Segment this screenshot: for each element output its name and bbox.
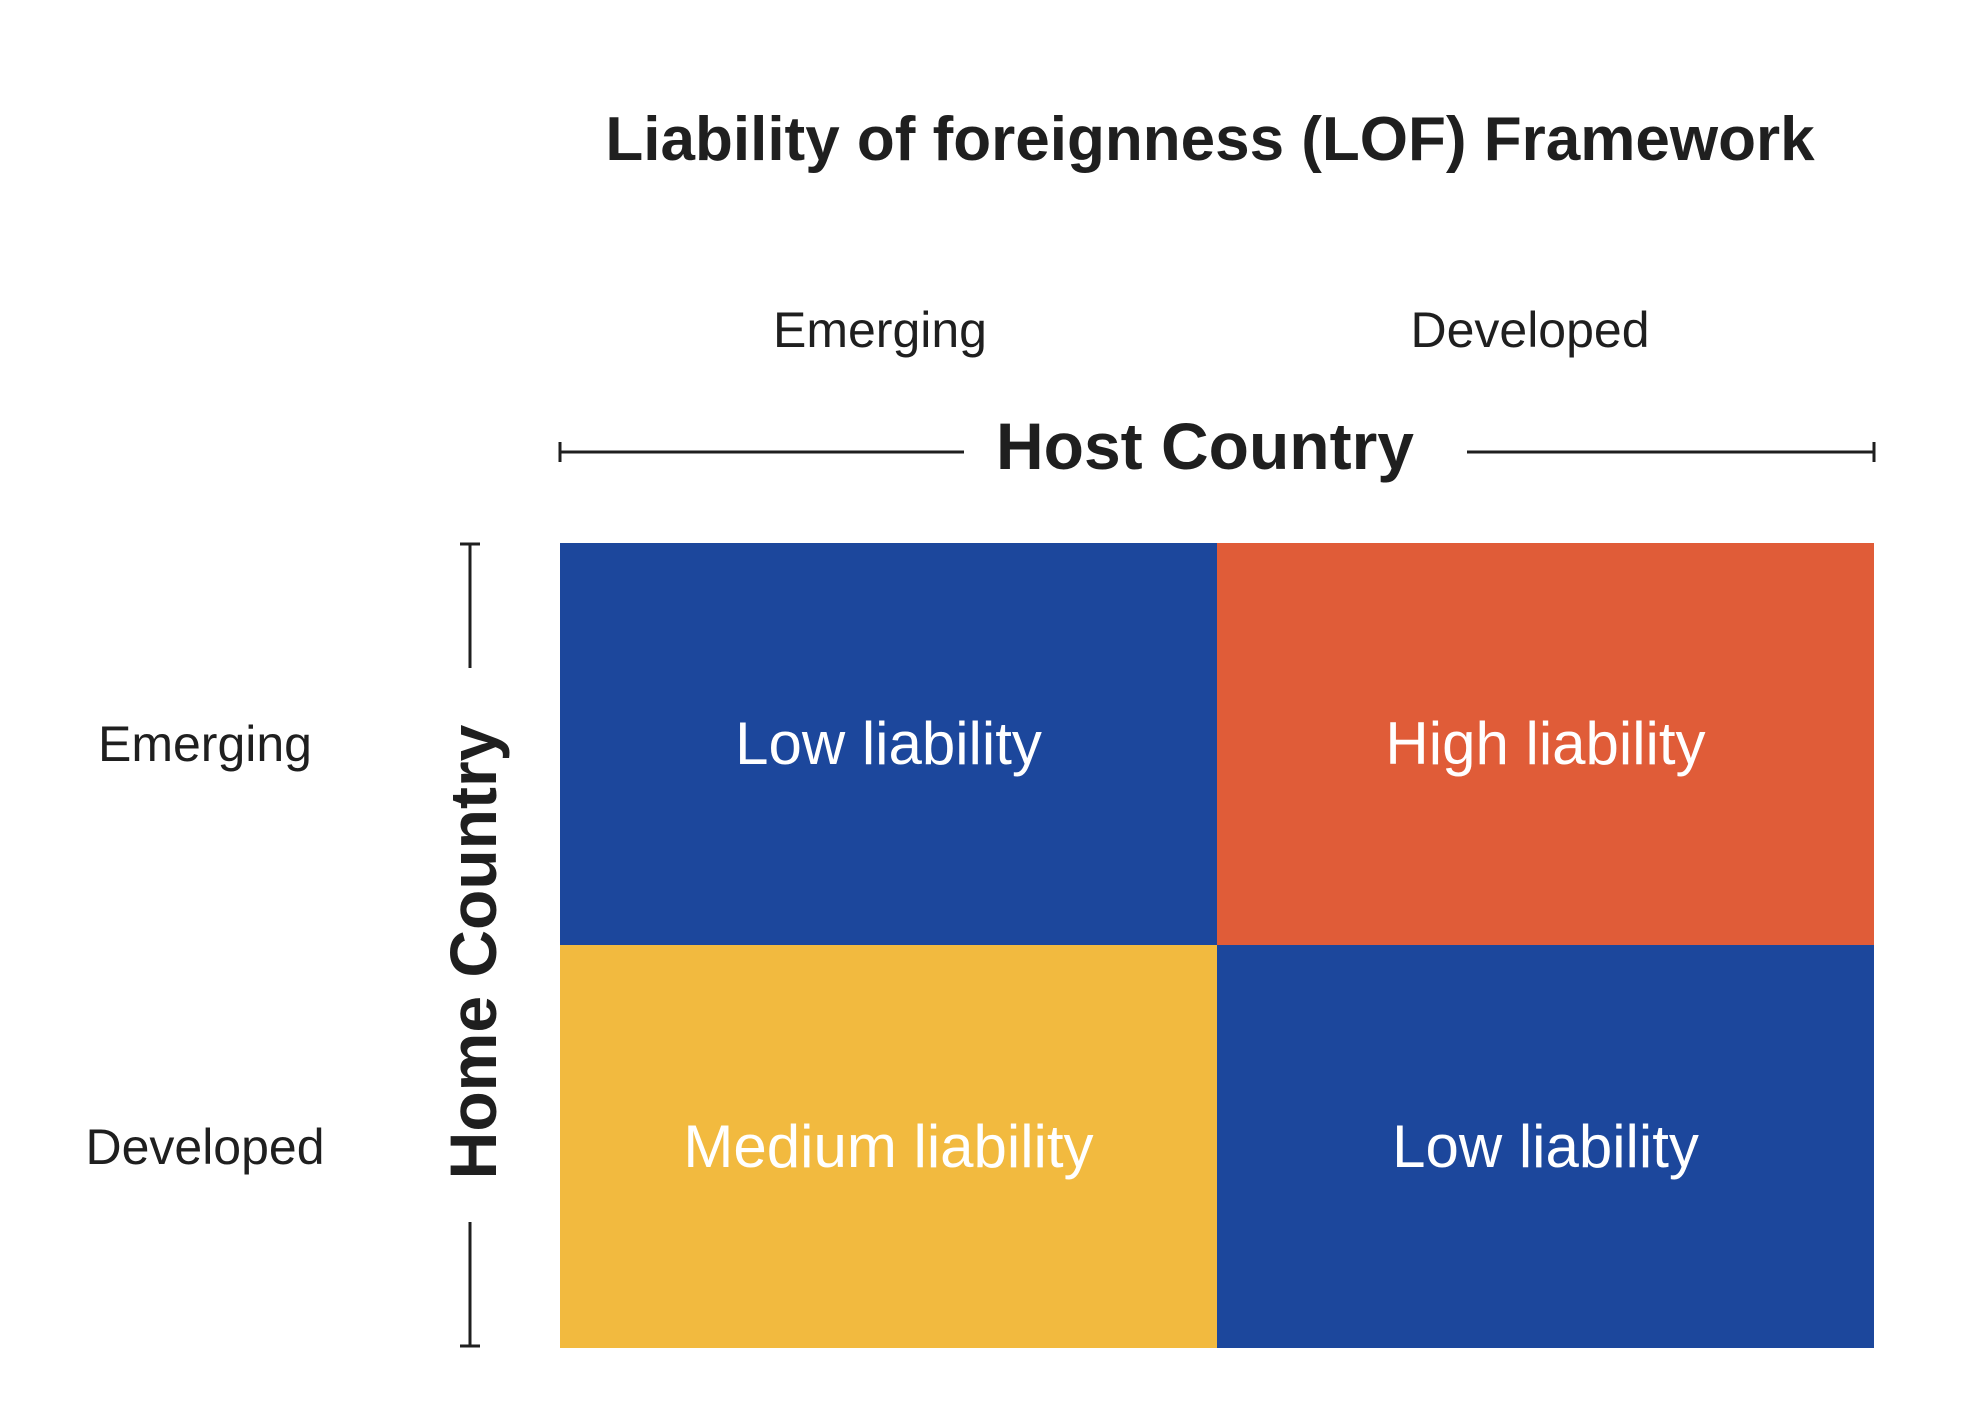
matrix-cell-developed-emerging: Medium liability	[560, 945, 1217, 1348]
matrix-cell-emerging-emerging: Low liability	[560, 543, 1217, 945]
home-row-label-emerging: Emerging	[98, 716, 312, 772]
cell-label: High liability	[1385, 710, 1706, 777]
home-row-label-developed: Developed	[85, 1119, 325, 1175]
home-country-axis-title: Home Country	[436, 724, 510, 1180]
matrix-cell-emerging-developed: High liability	[1217, 543, 1874, 945]
host-country-axis-title: Host Country	[996, 409, 1414, 483]
cell-label: Low liability	[1392, 1112, 1699, 1180]
diagram-title: Liability of foreignness (LOF) Framework	[605, 105, 1815, 174]
matrix-cell-developed-developed: Low liability	[1217, 945, 1874, 1348]
host-column-label-emerging: Emerging	[773, 302, 987, 358]
cell-label: Low liability	[735, 710, 1042, 777]
host-column-label-developed: Developed	[1410, 302, 1650, 358]
cell-label: Medium liability	[683, 1112, 1094, 1180]
